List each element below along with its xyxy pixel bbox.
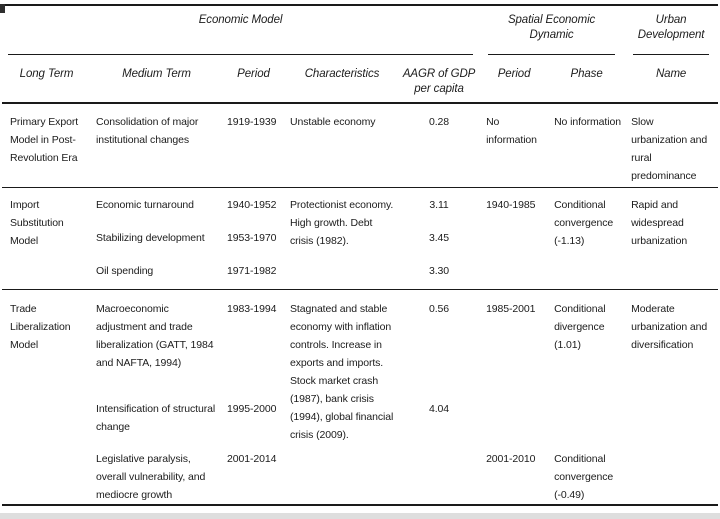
group-header-urban-label: Urban Development — [633, 6, 710, 55]
group-header-urban-development: Urban Development — [624, 5, 718, 57]
spatial-period: 1985-2001 — [486, 302, 536, 315]
column-header-characteristics: Characteristics — [285, 57, 399, 104]
column-header-spatial-phase: Phase — [549, 57, 625, 104]
medium-term-entry: Macroeconomic adjustment and trade liber… — [96, 302, 214, 369]
cell-medium-term: Economic turnaround Stabilizing developm… — [91, 187, 222, 290]
spatial-period: 2001-2010 — [486, 452, 536, 465]
table-row-import-substitution-model: Import Substitution Model Economic turna… — [2, 187, 719, 290]
cell-medium-term: Consolidation of major institutional cha… — [91, 103, 222, 188]
cell-long-term: Primary Export Model in Post-Revolution … — [2, 103, 91, 188]
cell-long-term: Import Substitution Model — [2, 187, 91, 290]
period-entry: 1919-1939 — [227, 116, 277, 128]
economic-models-table: Economic Model Spatial Economic Dynamic … — [2, 4, 719, 506]
spatial-phase: Conditional divergence (1.01) — [554, 302, 606, 351]
period-entry: 1953-1970 — [227, 231, 277, 244]
spatial-period: No information — [486, 116, 537, 146]
characteristics-text: Protectionist economy. High growth. Debt… — [290, 198, 394, 247]
long-term-label: Import Substitution Model — [10, 198, 64, 247]
group-header-spatial-label: Spatial Economic Dynamic — [488, 6, 616, 55]
cell-period: 1919-1939 — [222, 103, 285, 188]
aagr-value: 0.56 — [429, 302, 450, 315]
spatial-period: 1940-1985 — [486, 198, 536, 211]
group-header-spatial-economic-dynamic: Spatial Economic Dynamic — [479, 5, 624, 57]
long-term-label: Trade Liberalization Model — [10, 302, 71, 351]
group-header-row: Economic Model Spatial Economic Dynamic … — [2, 5, 718, 57]
period-entry: 1940-1952 — [227, 198, 277, 211]
characteristics-text: Unstable economy — [290, 116, 376, 128]
cell-spatial-period: No information — [479, 103, 550, 188]
cell-aagr: 3.11 3.45 3.30 — [399, 187, 480, 290]
spatial-phase: Conditional convergence (-1.13) — [554, 198, 614, 247]
column-header-row: Long Term Medium Term Period Characteris… — [2, 57, 719, 104]
aagr-value: 0.28 — [429, 116, 450, 128]
period-entry: 1971-1982 — [227, 264, 277, 277]
cell-aagr: 0.56 4.04 — [399, 289, 479, 505]
page-bottom-edge — [0, 513, 720, 519]
cell-medium-term: Macroeconomic adjustment and trade liber… — [91, 289, 222, 505]
medium-term-entry: Economic turnaround — [96, 198, 194, 211]
cell-characteristics: Unstable economy — [285, 103, 399, 188]
cell-spatial-phase: Conditional divergence (1.01) Conditiona… — [549, 289, 624, 505]
cell-spatial-period: 1985-2001 2001-2010 — [479, 289, 549, 505]
period-entry: 2001-2014 — [227, 452, 277, 465]
medium-term-entry: Consolidation of major institutional cha… — [96, 116, 199, 146]
cell-characteristics: Protectionist economy. High growth. Debt… — [285, 187, 399, 290]
aagr-value: 3.45 — [429, 231, 450, 244]
cell-spatial-phase: Conditional convergence (-1.13) — [549, 187, 625, 290]
medium-term-entry: Intensification of structural change — [96, 402, 216, 433]
urban-name: Moderate urbanization and diversificatio… — [631, 302, 708, 351]
table-row-trade-liberalization-model: Trade Liberalization Model Macroeconomic… — [2, 289, 718, 505]
column-header-medium-term: Medium Term — [91, 57, 222, 104]
cell-period: 1940-1952 1953-1970 1971-1982 — [222, 187, 285, 290]
cell-period: 1983-1994 1995-2000 2001-2014 — [222, 289, 285, 505]
long-term-label: Primary Export Model in Post-Revolution … — [10, 116, 79, 164]
characteristics-text: Stagnated and stable economy with inflat… — [290, 302, 394, 441]
table-row-primary-export-model: Primary Export Model in Post-Revolution … — [2, 103, 719, 188]
column-header-urban-name: Name — [624, 57, 719, 104]
scan-artifact-mark — [0, 4, 5, 13]
column-header-spatial-period: Period — [479, 57, 550, 104]
cell-aagr: 0.28 — [399, 103, 480, 188]
aagr-value: 4.04 — [429, 402, 450, 415]
cell-urban-name: Rapid and widespread urbanization — [624, 187, 719, 290]
urban-name: Slow urbanization and rural predominance — [631, 116, 708, 182]
medium-term-entry: Oil spending — [96, 264, 154, 277]
group-header-economic-model-label: Economic Model — [8, 6, 474, 55]
medium-term-entry: Legislative paralysis, overall vulnerabi… — [96, 452, 206, 501]
medium-term-entry: Stabilizing development — [96, 231, 205, 244]
cell-urban-name: Slow urbanization and rural predominance — [624, 103, 719, 188]
period-entry: 1995-2000 — [227, 402, 277, 415]
period-entry: 1983-1994 — [227, 302, 277, 315]
aagr-value: 3.30 — [429, 264, 450, 277]
spatial-phase: Conditional convergence (-0.49) — [554, 452, 614, 501]
cell-spatial-period: 1940-1985 — [479, 187, 550, 290]
cell-characteristics: Stagnated and stable economy with inflat… — [285, 289, 399, 505]
column-header-aagr: AAGR of GDP per capita — [399, 57, 480, 104]
cell-long-term: Trade Liberalization Model — [2, 289, 91, 505]
spatial-phase: No information — [554, 116, 621, 128]
aagr-value: 3.11 — [429, 198, 449, 211]
cell-spatial-phase: No information — [549, 103, 625, 188]
urban-name: Rapid and widespread urbanization — [631, 198, 688, 247]
group-header-economic-model: Economic Model — [2, 5, 479, 57]
column-header-period: Period — [222, 57, 285, 104]
column-header-long-term: Long Term — [2, 57, 91, 104]
cell-urban-name: Moderate urbanization and diversificatio… — [624, 289, 718, 505]
